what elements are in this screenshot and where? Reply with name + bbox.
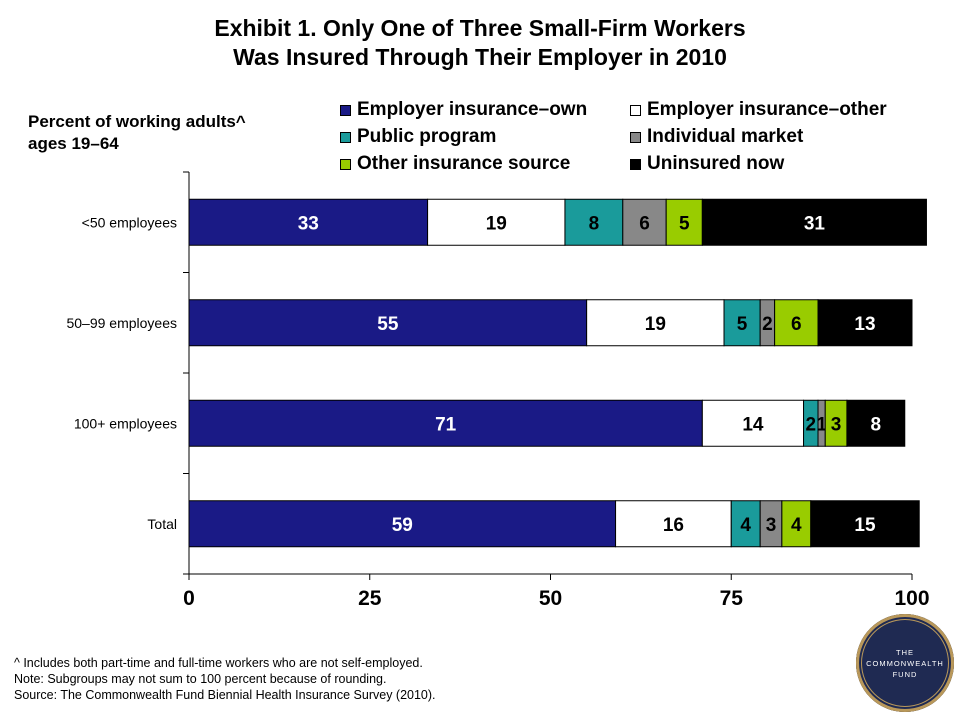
- data-label-3-2: 4: [740, 515, 751, 536]
- legend-swatch-individual-market: [630, 131, 641, 143]
- data-label-0-0: 33: [298, 213, 319, 234]
- y-axis-title: Percent of working adults^ ages 19–64: [28, 111, 246, 155]
- footnote-caret: ^ Includes both part-time and full-time …: [14, 656, 423, 670]
- bar-segment-1-0: [188, 299, 588, 347]
- legend-swatch-other-source: [340, 158, 351, 170]
- logo-line3: FUND: [892, 669, 918, 679]
- bar-segment-0-2: [564, 198, 624, 246]
- bar-segment-0-1: [427, 198, 566, 246]
- footnote-rounding: Note: Subgroups may not sum to 100 perce…: [14, 672, 387, 686]
- bar-segment-1-4: [774, 299, 819, 347]
- data-label-1-1: 19: [645, 314, 666, 335]
- data-label-2-2: 2: [805, 414, 816, 435]
- bar-segment-1-2: [723, 299, 761, 347]
- y-axis-title-line1: Percent of working adults^: [28, 112, 246, 131]
- footnote-source: Source: The Commonwealth Fund Biennial H…: [14, 688, 436, 702]
- data-label-2-5: 8: [871, 414, 882, 435]
- chart-title-line2: Was Insured Through Their Employer in 20…: [233, 44, 727, 70]
- data-label-0-3: 6: [639, 213, 650, 234]
- data-label-0-5: 31: [804, 213, 826, 234]
- data-label-0-1: 19: [486, 213, 507, 234]
- data-label-3-5: 15: [854, 515, 876, 536]
- bar-segment-1-5: [817, 299, 913, 347]
- legend-swatch-employer-other: [630, 104, 641, 116]
- bar-segment-1-1: [586, 299, 725, 347]
- x-tick-label-2: 50: [539, 587, 562, 610]
- legend-swatch-employer-own: [340, 104, 351, 116]
- category-label-2: 100+ employees: [74, 415, 177, 431]
- data-label-1-2: 5: [737, 314, 748, 335]
- x-tick-label-3: 75: [720, 587, 744, 610]
- legend-label-employer-own: Employer insurance–own: [357, 99, 588, 120]
- bar-segment-3-5: [810, 500, 920, 548]
- data-label-0-4: 5: [679, 213, 690, 234]
- chart-title-line1: Exhibit 1. Only One of Three Small-Firm …: [214, 15, 746, 41]
- x-tick-label-0: 0: [183, 587, 195, 610]
- chart-legend: Employer insurance–own Employer insuranc…: [340, 99, 940, 179]
- data-label-3-4: 4: [791, 515, 802, 536]
- data-label-2-4: 3: [831, 414, 842, 435]
- legend-label-public-program: Public program: [357, 126, 497, 147]
- logo-line1: THE: [896, 647, 914, 657]
- legend-item-employer-other: Employer insurance–other: [630, 99, 887, 121]
- legend-item-employer-own: Employer insurance–own: [340, 99, 587, 121]
- data-label-1-0: 55: [377, 314, 399, 335]
- legend-item-other-source: Other insurance source: [340, 153, 570, 175]
- legend-label-uninsured: Uninsured now: [647, 153, 785, 174]
- bar-segment-2-5: [846, 399, 906, 447]
- data-label-1-3: 2: [762, 314, 773, 335]
- data-label-3-1: 16: [663, 515, 684, 536]
- data-label-1-4: 6: [791, 314, 802, 335]
- legend-label-individual-market: Individual market: [647, 126, 804, 147]
- bar-segment-0-5: [701, 198, 927, 246]
- logo-line2: COMMONWEALTH: [866, 658, 944, 668]
- data-label-2-1: 14: [742, 414, 764, 435]
- commonwealth-fund-logo: THE COMMONWEALTH FUND: [856, 614, 954, 712]
- chart-title: Exhibit 1. Only One of Three Small-Firm …: [0, 14, 960, 72]
- data-label-3-3: 3: [766, 515, 777, 536]
- category-label-0: <50 employees: [82, 214, 177, 230]
- legend-label-employer-other: Employer insurance–other: [647, 99, 887, 120]
- legend-swatch-uninsured: [630, 158, 641, 170]
- data-label-3-0: 59: [392, 515, 413, 536]
- data-label-2-3: 1: [816, 414, 827, 435]
- legend-item-uninsured: Uninsured now: [630, 153, 784, 175]
- footnotes: ^ Includes both part-time and full-time …: [14, 655, 436, 703]
- y-axis-title-line2: ages 19–64: [28, 134, 119, 153]
- legend-item-public-program: Public program: [340, 126, 496, 148]
- x-tick-label-4: 100: [894, 587, 929, 610]
- bar-segment-2-1: [701, 399, 805, 447]
- category-label-1: 50–99 employees: [66, 315, 177, 331]
- legend-swatch-public-program: [340, 131, 351, 143]
- data-label-1-5: 13: [854, 314, 875, 335]
- bar-segment-3-2: [730, 500, 761, 548]
- legend-label-other-source: Other insurance source: [357, 153, 571, 174]
- x-tick-label-1: 25: [358, 587, 382, 610]
- data-label-0-2: 8: [589, 213, 600, 234]
- bar-segment-3-4: [781, 500, 812, 548]
- bar-segment-0-0: [188, 198, 429, 246]
- legend-item-individual-market: Individual market: [630, 126, 803, 148]
- bar-segment-3-1: [615, 500, 732, 548]
- bar-segment-0-4: [665, 198, 703, 246]
- data-label-2-0: 71: [435, 414, 457, 435]
- category-label-3: Total: [147, 516, 177, 532]
